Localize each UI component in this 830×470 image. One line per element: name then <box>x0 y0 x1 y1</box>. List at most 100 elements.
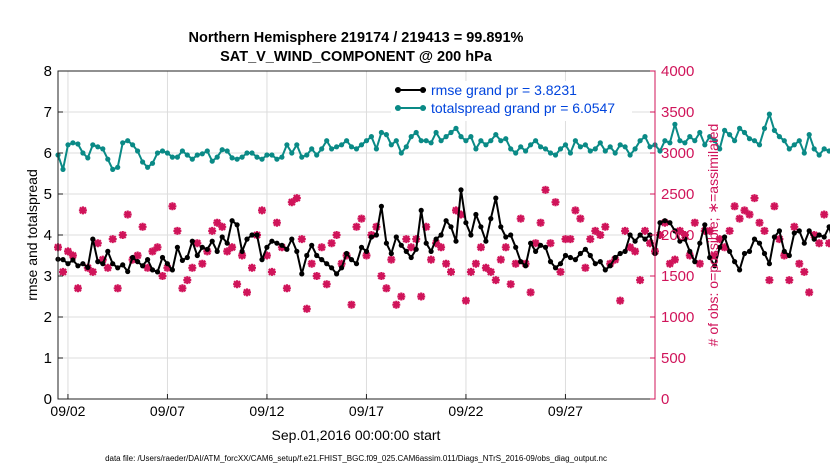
rmse-point <box>269 238 275 244</box>
totalspread-point <box>766 111 773 117</box>
totalspread-point <box>428 140 434 146</box>
rmse-point <box>732 259 738 265</box>
rmse-point <box>602 267 608 273</box>
totalspread-point <box>189 156 195 162</box>
y-axis-label-left: rmse and totalspread <box>24 169 40 301</box>
rmse-point <box>199 244 205 250</box>
rmse-point <box>533 248 539 254</box>
obs-assimilated-marker <box>501 243 510 252</box>
obs-assimilated-marker <box>307 259 316 268</box>
obs-star-shape <box>745 210 754 219</box>
obs-assimilated-marker <box>243 288 251 297</box>
rmse-point <box>552 265 559 271</box>
obs-star-shape <box>690 218 699 227</box>
totalspread-point <box>184 152 190 158</box>
rmse-point <box>373 232 379 238</box>
rmse-point <box>791 230 797 236</box>
rmse-point <box>677 238 683 244</box>
obs-star-shape <box>720 243 729 252</box>
obs-assimilated-marker <box>59 267 67 276</box>
obs-star-shape <box>312 272 321 280</box>
obs-assimilated-marker <box>442 259 451 268</box>
rmse-point <box>358 244 365 250</box>
rmse-point <box>821 234 827 240</box>
totalspread-point <box>329 146 335 152</box>
obs-assimilated-marker <box>581 263 590 272</box>
obs-star-shape <box>407 243 416 252</box>
obs-star-shape <box>168 202 177 211</box>
totalspread-point <box>135 148 141 154</box>
y-tick-label-left: 3 <box>44 268 52 285</box>
obs-star-shape <box>536 218 545 227</box>
y-tick-label-right: 0 <box>661 391 669 408</box>
totalspread-point <box>75 141 81 147</box>
obs-assimilated-marker <box>133 251 142 260</box>
obs-star-shape <box>516 214 525 223</box>
totalspread-point <box>732 138 738 144</box>
obs-star-shape <box>437 243 446 252</box>
rmse-point <box>229 218 235 224</box>
obs-assimilated-marker <box>337 259 346 268</box>
obs-assimilated-marker <box>750 194 759 203</box>
rmse-point <box>717 244 723 250</box>
rmse-point <box>622 248 628 254</box>
totalspread-point <box>478 138 484 144</box>
rmse-point <box>334 271 340 277</box>
obs-assimilated-marker <box>755 218 764 227</box>
totalspread-point <box>229 155 235 161</box>
obs-assimilated-marker <box>148 247 157 256</box>
rmse-point <box>174 244 180 250</box>
obs-star-shape <box>511 259 520 268</box>
obs-star-shape <box>307 259 316 268</box>
obs-assimilated-marker <box>531 239 540 248</box>
rmse-point <box>811 236 817 242</box>
totalspread-point <box>319 146 325 152</box>
rmse-point <box>518 259 524 265</box>
totalspread-point <box>368 134 374 140</box>
totalspread-point <box>363 138 370 144</box>
totalspread-point <box>612 150 618 156</box>
totalspread-point <box>806 132 812 138</box>
totalspread-point <box>70 140 76 146</box>
obs-assimilated-marker <box>447 267 455 276</box>
rmse-point <box>95 259 101 265</box>
totalspread-point <box>125 138 131 144</box>
obs-assimilated-marker <box>68 251 77 260</box>
legend-marker-totalspread <box>420 105 426 111</box>
totalspread-point <box>592 146 598 152</box>
rmse-point <box>567 254 574 261</box>
rmse-point <box>816 232 822 238</box>
rmse-point <box>741 250 748 257</box>
totalspread-point <box>149 160 156 166</box>
obs-assimilated-marker <box>486 267 495 276</box>
totalspread-point <box>647 144 653 150</box>
totalspread-point <box>493 132 499 138</box>
obs-star-shape <box>685 251 694 260</box>
obs-assimilated-marker <box>228 243 237 252</box>
totalspread-point <box>105 156 111 162</box>
chart-title-line2: SAT_V_WIND_COMPONENT @ 200 hPa <box>220 49 493 65</box>
obs-star-shape <box>820 210 829 219</box>
totalspread-point <box>358 142 365 148</box>
rmse-point <box>294 248 300 254</box>
obs-assimilated-marker <box>233 280 242 289</box>
obs-assimilated-marker <box>372 222 381 231</box>
rmse-point <box>538 242 544 248</box>
obs-assimilated-marker <box>412 235 421 244</box>
totalspread-point <box>100 146 106 152</box>
obs-assimilated-marker <box>800 267 809 276</box>
obs-assimilated-marker <box>626 243 635 252</box>
obs-assimilated-marker <box>168 202 177 211</box>
obs-star-shape <box>158 272 167 280</box>
obs-assimilated-marker <box>546 239 555 248</box>
obs-assimilated-marker <box>785 276 794 285</box>
rmse-point <box>120 262 126 268</box>
rmse-point <box>90 236 96 242</box>
obs-star-shape <box>621 226 630 235</box>
obs-assimilated-marker <box>656 231 664 239</box>
totalspread-point <box>518 144 524 150</box>
totalspread-point <box>632 146 638 152</box>
totalspread-point <box>637 138 643 144</box>
totalspread-point <box>498 138 504 144</box>
totalspread-point <box>169 154 175 160</box>
